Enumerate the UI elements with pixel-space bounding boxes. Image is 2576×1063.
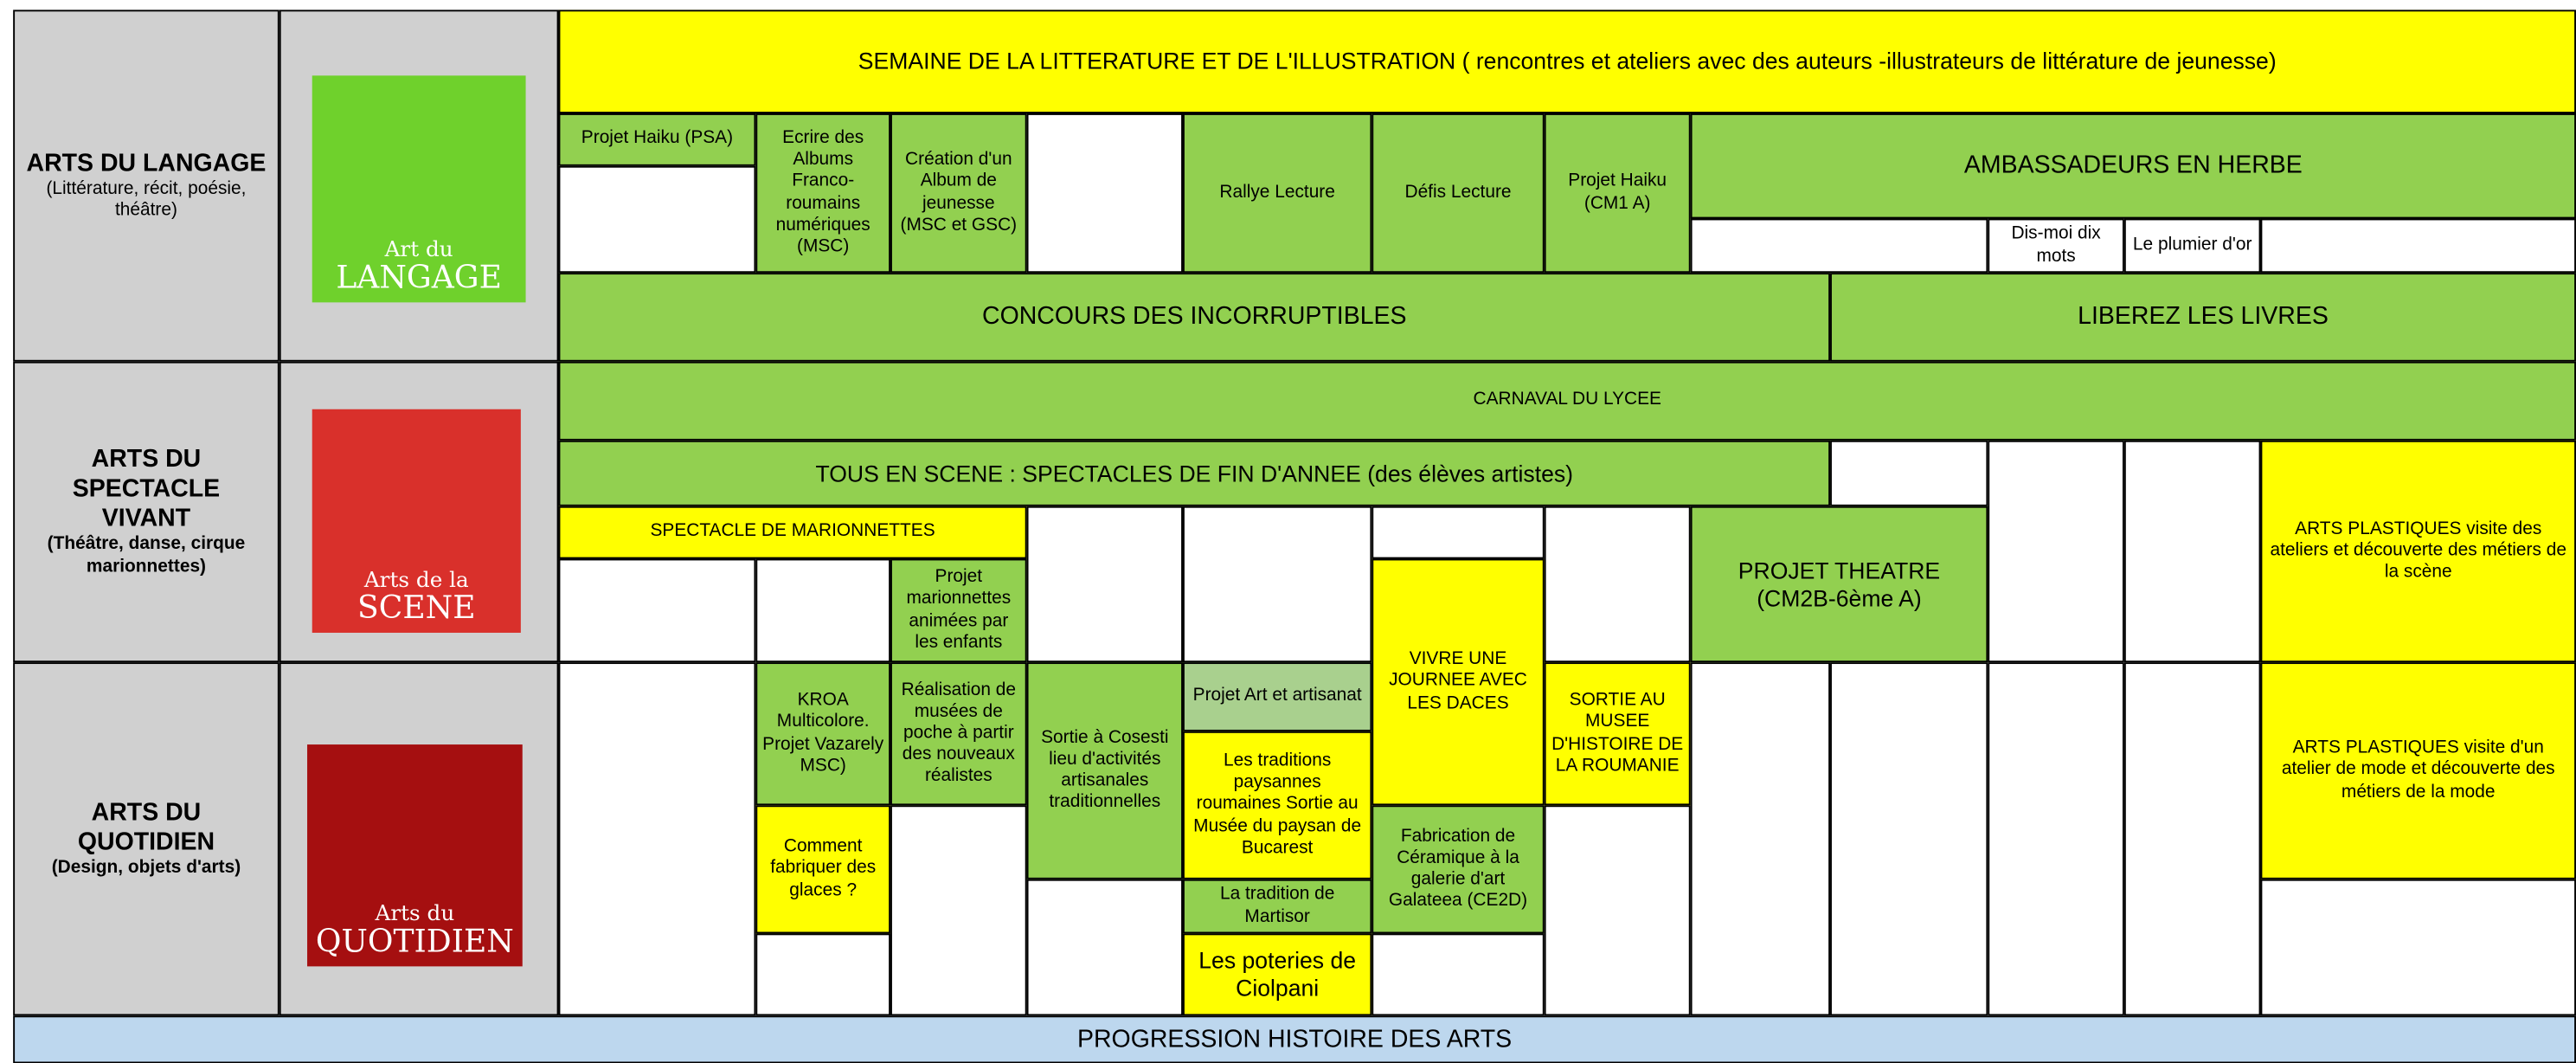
activity-cell: Le plumier d'or <box>2123 218 2261 274</box>
activity-cell: VIVRE UNE JOURNEE AVEC LES DACES <box>1372 558 1545 806</box>
category-subtitle: (Design, objets d'arts) <box>51 857 241 878</box>
empty-cell <box>558 165 756 274</box>
activity-cell: La tradition de Martisor <box>1182 879 1372 934</box>
activity-cell: Réalisation de musées de poche à partir … <box>890 662 1027 806</box>
activity-cell: Projet marionnettes animées par les enfa… <box>890 558 1027 663</box>
activity-cell: Sortie à Cosesti lieu d'activités artisa… <box>1026 662 1183 879</box>
activity-cell: Rallye Lecture <box>1182 113 1372 274</box>
empty-cell <box>1372 933 1545 1016</box>
category-subtitle: (Littérature, récit, poésie, théâtre) <box>46 178 247 221</box>
logo-text: Art du <box>384 239 453 264</box>
activity-cell: Projet Art et artisanat <box>1182 662 1372 731</box>
empty-cell <box>1988 440 2124 663</box>
activity-cell: Les traditions paysannes roumaines Sorti… <box>1182 731 1372 879</box>
empty-cell <box>558 662 756 1016</box>
activity-cell: LIBEREZ LES LIVRES <box>1830 273 2576 362</box>
activity-cell: Création d'un Album de jeunesse (MSC et … <box>890 113 1027 274</box>
empty-cell <box>1690 218 1988 274</box>
empty-cell <box>1544 506 1691 663</box>
empty-cell <box>1830 440 1988 506</box>
activity-cell: Les poteries de Ciolpani <box>1182 933 1372 1016</box>
activity-cell: CARNAVAL DU LYCEE <box>558 361 2576 441</box>
activity-cell: ARTS PLASTIQUES visite des ateliers et d… <box>2260 440 2576 663</box>
category-title: ARTS DU LANGAGE <box>26 149 267 177</box>
logo: Arts du QUOTIDIEN <box>307 744 523 967</box>
activity-cell: Fabrication de Céramique à la galerie d'… <box>1372 805 1545 934</box>
category-subtitle: (Théâtre, danse, cirque marionnettes) <box>47 534 246 577</box>
activity-cell: Comment fabriquer des glaces ? <box>755 805 891 934</box>
activity-cell: Ecrire des Albums Franco-roumains numéri… <box>755 113 891 274</box>
logo-text: Arts de la <box>363 569 469 595</box>
empty-cell <box>2260 218 2576 274</box>
logo: Arts de la SCENE <box>312 409 521 633</box>
empty-cell <box>2123 440 2261 663</box>
empty-cell <box>2260 879 2576 1016</box>
logo-text: Arts du <box>375 903 455 928</box>
activity-cell: KROA Multicolore. Projet Vazarely MSC) <box>755 662 891 806</box>
activity-cell: SORTIE AU MUSEE D'HISTOIRE DE LA ROUMANI… <box>1544 662 1691 806</box>
category-header: ARTS DU SPECTACLE VIVANT (Théâtre, danse,… <box>13 361 279 663</box>
footer-banner: PROGRESSION HISTOIRE DES ARTS <box>13 1015 2576 1063</box>
activity-cell: Dis-moi dix mots <box>1988 218 2124 274</box>
empty-cell <box>1830 662 1988 1016</box>
empty-cell <box>1988 662 2124 1016</box>
category-header: ARTS DU QUOTIDIEN (Design, objets d'arts) <box>13 662 279 1016</box>
activity-cell: Défis Lecture <box>1372 113 1545 274</box>
empty-cell <box>1182 506 1372 663</box>
empty-cell <box>1026 113 1183 274</box>
empty-cell <box>1544 805 1691 1016</box>
empty-cell <box>755 558 891 663</box>
empty-cell <box>1026 879 1183 1016</box>
activity-cell: AMBASSADEURS EN HERBE <box>1690 113 2576 219</box>
logo-text: LANGAGE <box>336 260 502 296</box>
empty-cell <box>558 558 756 663</box>
empty-cell <box>890 805 1027 1016</box>
logo-text: QUOTIDIEN <box>315 924 514 960</box>
category-title: ARTS DU SPECTACLE VIVANT <box>72 446 221 533</box>
logo: Art du LANGAGE <box>312 75 526 303</box>
activity-cell: SPECTACLE DE MARIONNETTES <box>558 506 1027 559</box>
empty-cell <box>1372 506 1545 559</box>
activity-cell: CONCOURS DES INCORRUPTIBLES <box>558 273 1831 362</box>
empty-cell <box>755 933 891 1016</box>
activity-cell: Projet Haiku (PSA) <box>558 113 756 166</box>
activity-cell: PROJET THEATRE (CM2B-6ème A) <box>1690 506 1988 663</box>
logo-text: SCENE <box>357 589 476 627</box>
empty-cell <box>2123 662 2261 1016</box>
category-header: ARTS DU LANGAGE (Littérature, récit, poés… <box>13 10 279 362</box>
activity-cell: Projet Haiku (CM1 A) <box>1544 113 1691 274</box>
activity-cell: ARTS PLASTIQUES visite d'un atelier de m… <box>2260 662 2576 879</box>
activity-cell: SEMAINE DE LA LITTERATURE ET DE L'ILLUST… <box>558 10 2576 114</box>
empty-cell <box>1026 506 1183 663</box>
activity-cell: TOUS EN SCENE : SPECTACLES DE FIN D'ANNE… <box>558 440 1831 506</box>
category-title: ARTS DU QUOTIDIEN <box>77 798 215 856</box>
empty-cell <box>1690 662 1831 1016</box>
